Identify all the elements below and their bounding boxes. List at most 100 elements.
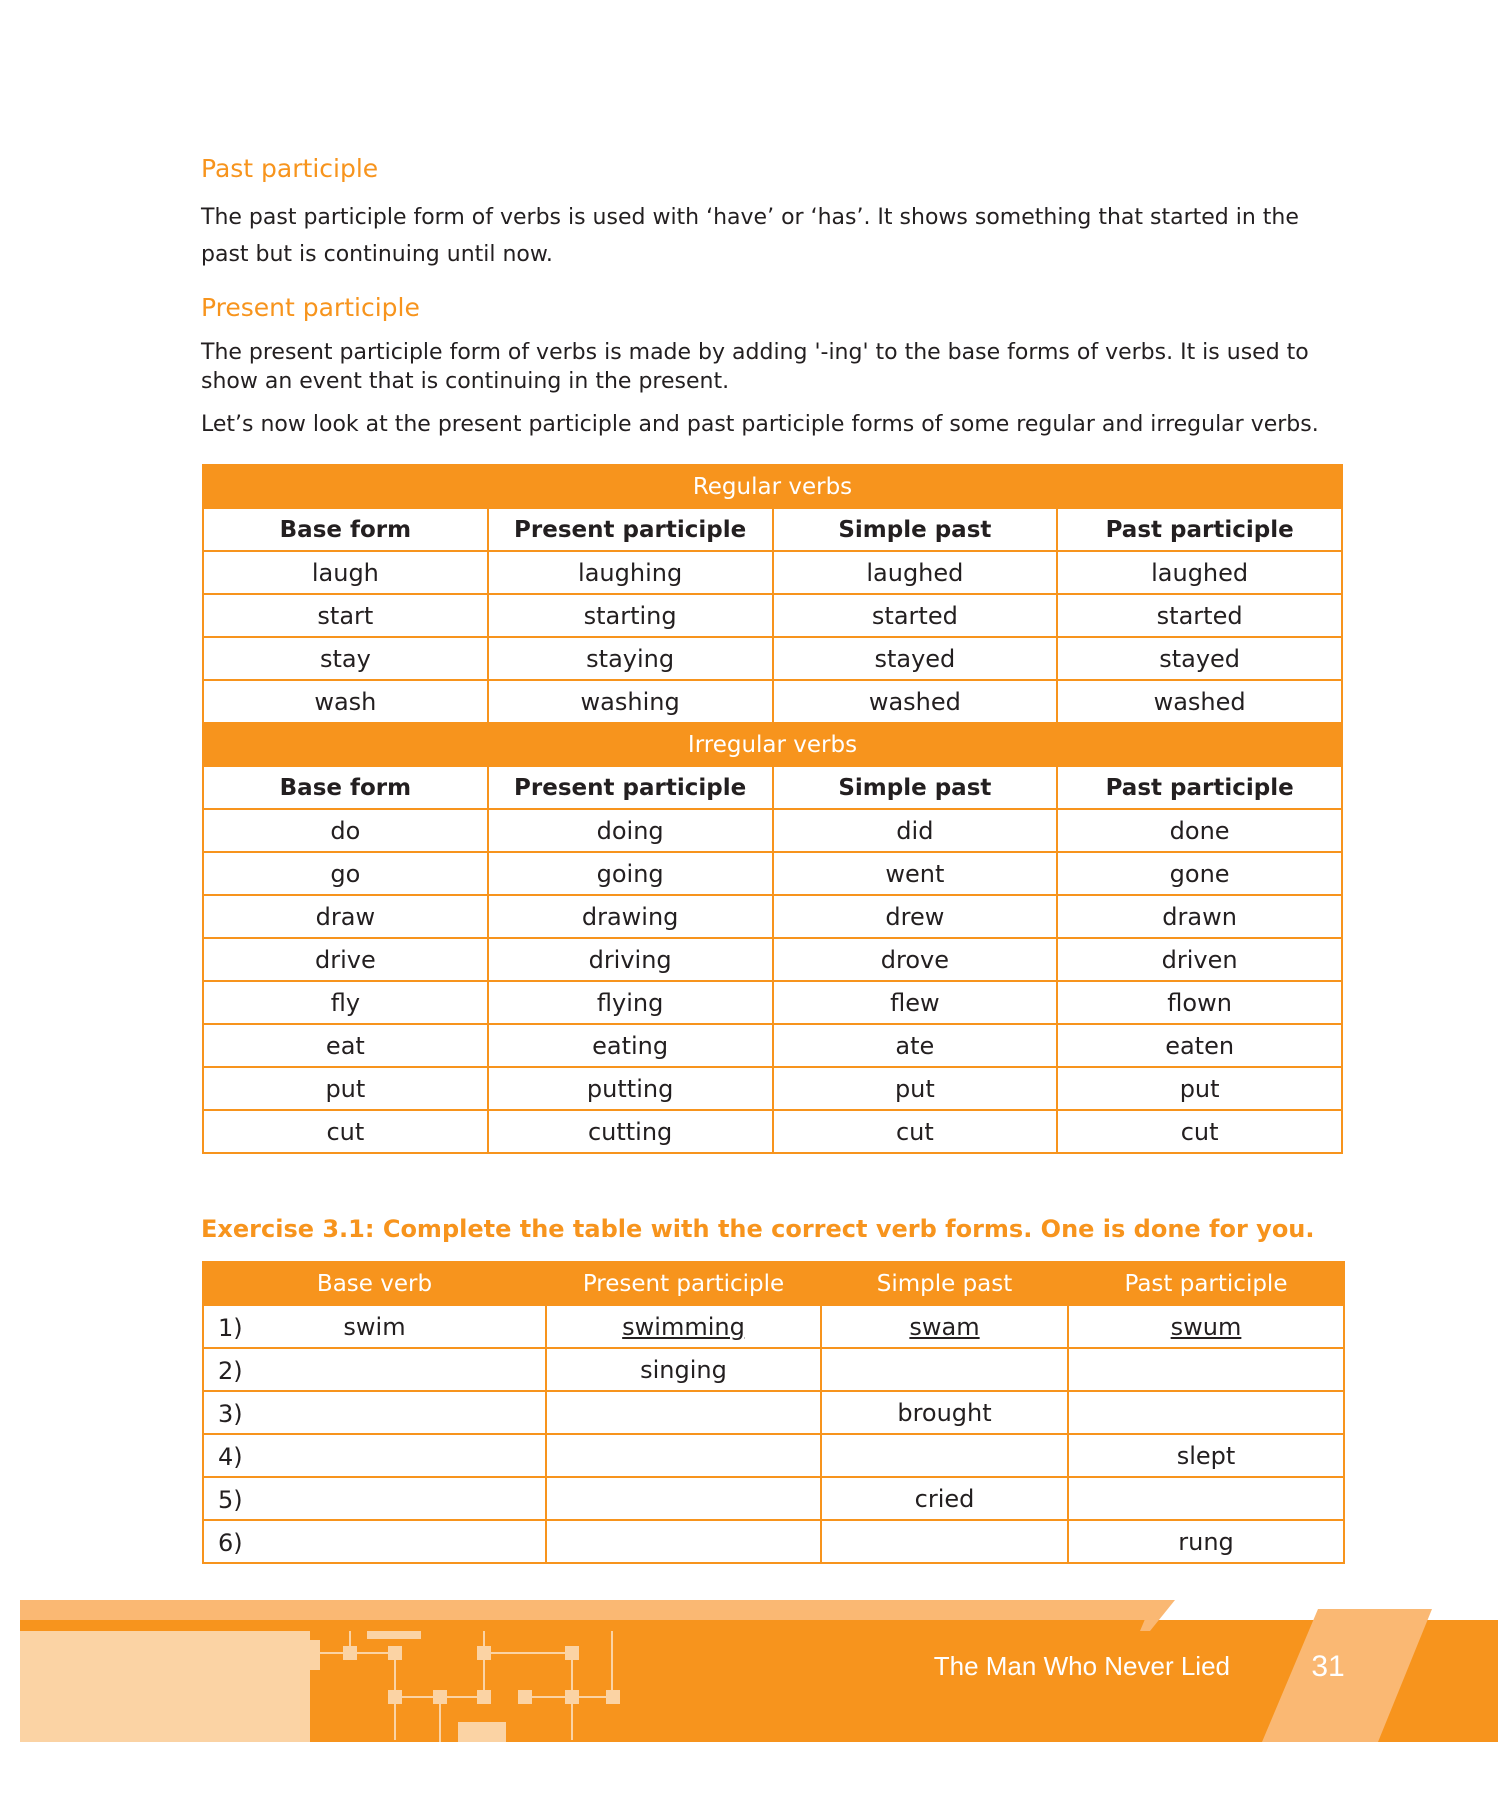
table-cell: started — [1056, 593, 1343, 638]
table-cell: flew — [771, 980, 1059, 1025]
exercise-row: 2) singing — [202, 1347, 1345, 1392]
exercise-header-row: Base verb Present participle Simple past Pa… — [202, 1261, 1345, 1306]
column-header-row: Base form Present participle Simple past Pa… — [202, 507, 1343, 552]
exercise-cell[interactable] — [1067, 1390, 1345, 1435]
exercise-cell[interactable] — [1067, 1476, 1345, 1521]
table-cell: ate — [771, 1023, 1059, 1068]
table-cell: done — [1056, 808, 1343, 853]
column-header: Past participle — [1056, 507, 1343, 552]
table-cell: eating — [486, 1023, 774, 1068]
table-cell: driven — [1056, 937, 1343, 982]
exercise-cell[interactable] — [545, 1476, 822, 1521]
table-cell: drawing — [486, 894, 774, 939]
column-header: Simple past — [771, 507, 1059, 552]
exercise-base-cell[interactable]: 2) — [202, 1347, 547, 1392]
exercise-cell[interactable] — [545, 1519, 822, 1564]
exercise-cell: brought — [820, 1390, 1069, 1435]
table-cell: laughed — [1056, 550, 1343, 595]
exercise-base-cell: 1) swim — [202, 1304, 547, 1349]
table-cell: put — [202, 1066, 489, 1111]
column-header: Present participle — [486, 765, 774, 810]
exercise-base-cell[interactable]: 6) — [202, 1519, 547, 1564]
table-cell: put — [1056, 1066, 1343, 1111]
table-cell: did — [771, 808, 1059, 853]
column-header: Base form — [202, 507, 489, 552]
exercise-cell: slept — [1067, 1433, 1345, 1478]
exercise-row: 5) cried — [202, 1476, 1345, 1521]
table-cell: cut — [771, 1109, 1059, 1154]
exercise-cell[interactable] — [1067, 1347, 1345, 1392]
irregular-verbs-title-row: Irregular verbs — [202, 722, 1343, 767]
exercise-title: Exercise 3.1: Complete the table with th… — [201, 1215, 1315, 1243]
exercise-base-cell[interactable]: 3) — [202, 1390, 547, 1435]
past-participle-text: The past participle form of verbs is use… — [201, 205, 1299, 267]
table-cell: stayed — [771, 636, 1059, 681]
exercise-column-header: Present participle — [545, 1261, 822, 1306]
table-row: eat eating ate eaten — [202, 1023, 1343, 1068]
exercise-base-cell[interactable]: 5) — [202, 1476, 547, 1521]
exercise-column-header: Base verb — [202, 1261, 547, 1306]
table-cell: laughing — [486, 550, 774, 595]
exercise-cell: rung — [1067, 1519, 1345, 1564]
exercise-cell: cried — [820, 1476, 1069, 1521]
exercise-cell[interactable] — [545, 1433, 822, 1478]
table-cell: staying — [486, 636, 774, 681]
table-cell: fly — [202, 980, 489, 1025]
table-row: laugh laughing laughed laughed — [202, 550, 1343, 595]
heading-past-participle: Past participle — [201, 154, 379, 183]
exercise-base-cell[interactable]: 4) — [202, 1433, 547, 1478]
exercise-cell[interactable] — [820, 1347, 1069, 1392]
table-row: drive driving drove driven — [202, 937, 1343, 982]
regular-verbs-title-row: Regular verbs — [202, 464, 1343, 509]
table-cell: washed — [1056, 679, 1343, 724]
table-row: draw drawing drew drawn — [202, 894, 1343, 939]
table-row: stay staying stayed stayed — [202, 636, 1343, 681]
table-cell: drawn — [1056, 894, 1343, 939]
regular-verbs-title: Regular verbs — [202, 464, 1343, 509]
table-row: wash washing washed washed — [202, 679, 1343, 724]
exercise-row: 3) brought — [202, 1390, 1345, 1435]
table-cell: drew — [771, 894, 1059, 939]
table-row: go going went gone — [202, 851, 1343, 896]
table-row: do doing did done — [202, 808, 1343, 853]
table-cell: drove — [771, 937, 1059, 982]
column-header: Base form — [202, 765, 489, 810]
table-cell: start — [202, 593, 489, 638]
table-cell: started — [771, 593, 1059, 638]
table-cell: washed — [771, 679, 1059, 724]
table-cell: cut — [1056, 1109, 1343, 1154]
table-cell: laugh — [202, 550, 489, 595]
table-row: fly flying flew flown — [202, 980, 1343, 1025]
book-title: The Man Who Never Lied — [934, 1651, 1230, 1681]
table-cell: do — [202, 808, 489, 853]
exercise-cell: swum — [1067, 1304, 1345, 1349]
column-header: Past participle — [1056, 765, 1343, 810]
exercise-cell[interactable] — [820, 1433, 1069, 1478]
exercise-cell: swimming — [545, 1304, 822, 1349]
table-cell: flown — [1056, 980, 1343, 1025]
exercise-number: 4) — [218, 1443, 243, 1471]
exercise-number: 5) — [218, 1486, 243, 1514]
column-header: Simple past — [771, 765, 1059, 810]
table-cell: cutting — [486, 1109, 774, 1154]
exercise-cell: swam — [820, 1304, 1069, 1349]
present-participle-text: The present participle form of verbs is … — [201, 340, 1309, 394]
table-row: start starting started started — [202, 593, 1343, 638]
page-number: 31 — [1311, 1650, 1344, 1683]
exercise-cell[interactable] — [820, 1519, 1069, 1564]
table-cell: starting — [486, 593, 774, 638]
table-cell: put — [771, 1066, 1059, 1111]
exercise-answer: swim — [343, 1312, 406, 1341]
exercise-row: 4) slept — [202, 1433, 1345, 1478]
table-cell: go — [202, 851, 489, 896]
exercise-cell[interactable] — [545, 1390, 822, 1435]
exercise-number: 2) — [218, 1357, 243, 1385]
footer-banner: The Man Who Never Lied 31 — [20, 1600, 1498, 1742]
table-cell: cut — [202, 1109, 489, 1154]
table-cell: eat — [202, 1023, 489, 1068]
table-cell: laughed — [771, 550, 1059, 595]
column-header: Present participle — [486, 507, 774, 552]
column-header-row: Base form Present participle Simple past Pa… — [202, 765, 1343, 810]
intro-text: Let’s now look at the present participle… — [201, 412, 1319, 437]
